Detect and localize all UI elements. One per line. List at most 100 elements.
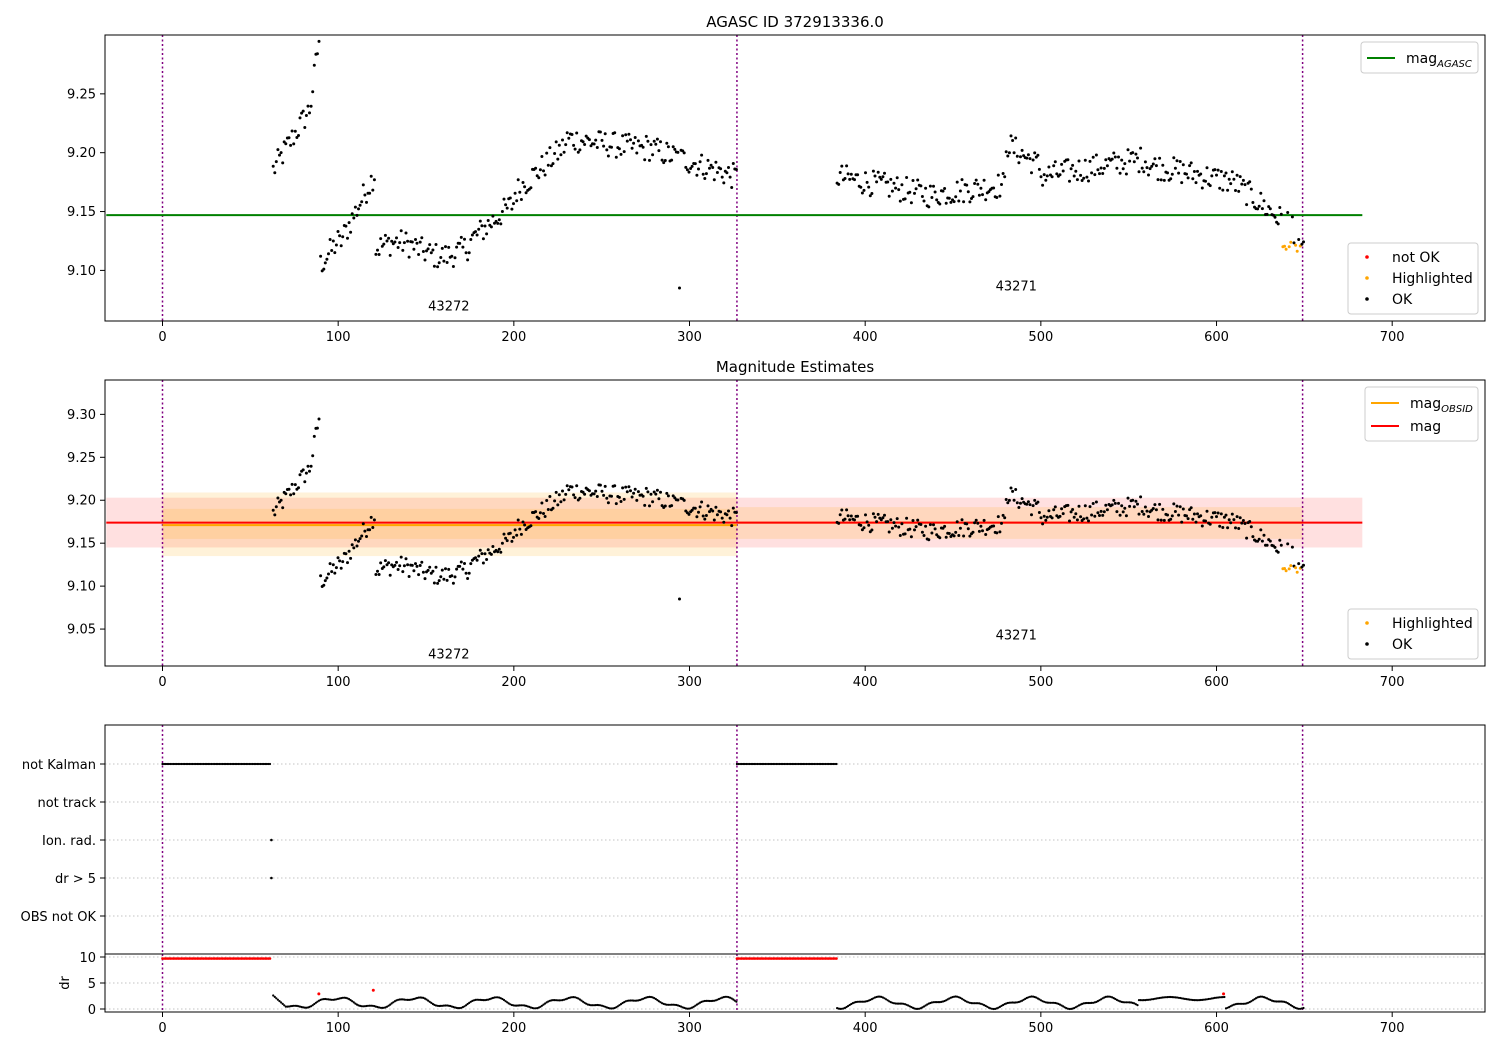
panel-agasc-ok-point bbox=[614, 155, 618, 159]
panel-agasc-ok-point bbox=[376, 248, 379, 252]
panel-agasc-ok-point bbox=[554, 140, 558, 144]
panel-dr-point bbox=[1275, 1000, 1278, 1003]
panel-agasc-ok-point bbox=[570, 133, 574, 136]
panel-flags-flag-point bbox=[811, 762, 814, 766]
panel-dr-point bbox=[1198, 999, 1201, 1002]
panel-agasc-ok-point bbox=[538, 168, 542, 172]
panel-dr-point bbox=[932, 1001, 935, 1004]
panel-agasc-ok-point bbox=[349, 230, 353, 234]
panel-agasc-legend-label: Highlighted bbox=[1392, 271, 1473, 287]
panel-dr-point bbox=[847, 1004, 850, 1008]
panel-agasc-ok-point bbox=[1094, 153, 1098, 157]
panel-estimates-ok-point bbox=[933, 527, 937, 531]
panel-dr-point bbox=[998, 1005, 1002, 1009]
panel-agasc-ok-point bbox=[659, 140, 662, 144]
panel-agasc-ok-point bbox=[624, 133, 628, 137]
panel-estimates-ok-point bbox=[1147, 515, 1150, 518]
panel-flags-flag-point bbox=[762, 762, 765, 766]
panel-estimates-ok-point bbox=[1140, 510, 1144, 513]
panel-agasc-xtick-label: 400 bbox=[853, 330, 878, 345]
panel-agasc-ok-point bbox=[908, 190, 912, 194]
panel-flags-flag-point bbox=[170, 762, 174, 766]
panel-dr-point bbox=[1051, 1001, 1054, 1004]
panel-estimates-ok-point bbox=[903, 532, 907, 536]
panel-dr-point bbox=[668, 1003, 672, 1006]
panel-agasc-ok-point bbox=[459, 235, 463, 239]
panel-dr-point bbox=[542, 1003, 545, 1006]
panel-agasc-ok-point bbox=[594, 138, 598, 142]
panel-agasc-ok-point bbox=[365, 200, 368, 204]
panel-dr-point bbox=[894, 1002, 897, 1005]
panel-dr-point bbox=[916, 1007, 919, 1011]
panel-estimates-ok-point bbox=[1044, 518, 1048, 522]
panel-agasc-ok-point bbox=[613, 131, 617, 135]
panel-dr-point bbox=[316, 1000, 319, 1003]
panel-agasc-ok-point bbox=[372, 178, 376, 182]
panel-agasc-ok-point bbox=[621, 134, 625, 138]
panel-estimates-xtick-label: 300 bbox=[677, 675, 702, 690]
panel-agasc-ok-point bbox=[1267, 205, 1271, 209]
panel-estimates-ok-point bbox=[966, 527, 970, 531]
panel-dr-point bbox=[483, 999, 487, 1002]
panel-estimates-ytick-label: 9.10 bbox=[67, 580, 96, 595]
panel-agasc-xtick-label: 600 bbox=[1204, 330, 1229, 345]
panel-estimates-ok-point bbox=[333, 571, 337, 575]
panel-estimates-ok-point bbox=[341, 560, 345, 564]
panel-agasc-ok-point bbox=[998, 194, 1002, 198]
panel-dr-point bbox=[1106, 995, 1109, 998]
panel-agasc-ok-point bbox=[657, 149, 661, 153]
panel-estimates-ok-point bbox=[344, 552, 348, 556]
panel-agasc-ok-point bbox=[578, 148, 582, 152]
panel-agasc-ok-point bbox=[534, 166, 538, 170]
panel-dr-point bbox=[934, 1001, 937, 1004]
panel-dr-point bbox=[1049, 1001, 1052, 1004]
panel-estimates-ok-point bbox=[632, 491, 636, 495]
panel-dr-point bbox=[1302, 1006, 1305, 1010]
panel-agasc-ok-point bbox=[1173, 166, 1177, 170]
panel-agasc-ok-point bbox=[423, 258, 427, 262]
panel-agasc-ok-point bbox=[317, 39, 321, 43]
panel-estimates-ok-point bbox=[578, 496, 582, 500]
panel-flags-flag-point bbox=[267, 762, 270, 766]
panel-flags-flag-point bbox=[193, 762, 196, 766]
panel-estimates-ok-point bbox=[499, 550, 503, 554]
panel-agasc-ok-point bbox=[319, 254, 323, 258]
panel-estimates-ok-point bbox=[714, 505, 718, 509]
panel-agasc-ok-point bbox=[540, 155, 544, 158]
panel-dr-point bbox=[705, 999, 708, 1003]
panel-estimates-ok-point bbox=[1121, 510, 1125, 514]
panel-estimates-ok-point bbox=[1083, 504, 1087, 508]
panel-agasc-ok-point bbox=[309, 104, 313, 108]
panel-estimates-ok-point bbox=[404, 557, 408, 561]
panel-flags-flag-point bbox=[794, 762, 797, 766]
panel-dr-point bbox=[686, 1007, 689, 1010]
panel-agasc-ok-point bbox=[663, 159, 667, 162]
panel-agasc-ok-point bbox=[567, 136, 571, 140]
panel-dr-point bbox=[559, 999, 563, 1002]
panel-estimates-ok-point bbox=[1045, 515, 1049, 519]
panel-agasc-ok-point bbox=[1025, 156, 1029, 160]
panel-estimates-ok-point bbox=[655, 488, 659, 492]
panel-dr-xtick-label: 600 bbox=[1204, 1021, 1229, 1036]
panel-estimates-ok-point bbox=[875, 520, 879, 524]
panel-estimates-ok-point bbox=[728, 516, 732, 520]
panel-estimates-ok-point bbox=[1196, 512, 1199, 516]
panel-dr-point bbox=[504, 1000, 507, 1003]
panel-flags-flag-point bbox=[783, 762, 786, 766]
panel-dr-point bbox=[341, 996, 344, 999]
panel-estimates-ok-point bbox=[570, 485, 574, 489]
panel-dr-point bbox=[425, 998, 428, 1001]
panel-estimates-ok-point bbox=[862, 526, 866, 530]
panel-agasc-ok-point bbox=[434, 243, 438, 246]
panel-dr-point bbox=[859, 1000, 862, 1003]
panel-agasc-ok-point bbox=[883, 171, 886, 175]
panel-agasc-ok-point bbox=[730, 186, 734, 189]
panel-dr-point bbox=[1169, 995, 1172, 999]
panel-agasc-ok-point bbox=[684, 165, 688, 169]
panel-agasc-ok-point bbox=[1276, 222, 1280, 226]
panel-estimates-ok-point bbox=[838, 513, 842, 517]
panel-agasc-ok-point bbox=[676, 150, 680, 154]
panel-estimates-ok-point bbox=[382, 565, 386, 569]
panel-estimates-ok-point bbox=[602, 493, 606, 497]
panel-agasc-ok-point bbox=[1219, 170, 1223, 173]
